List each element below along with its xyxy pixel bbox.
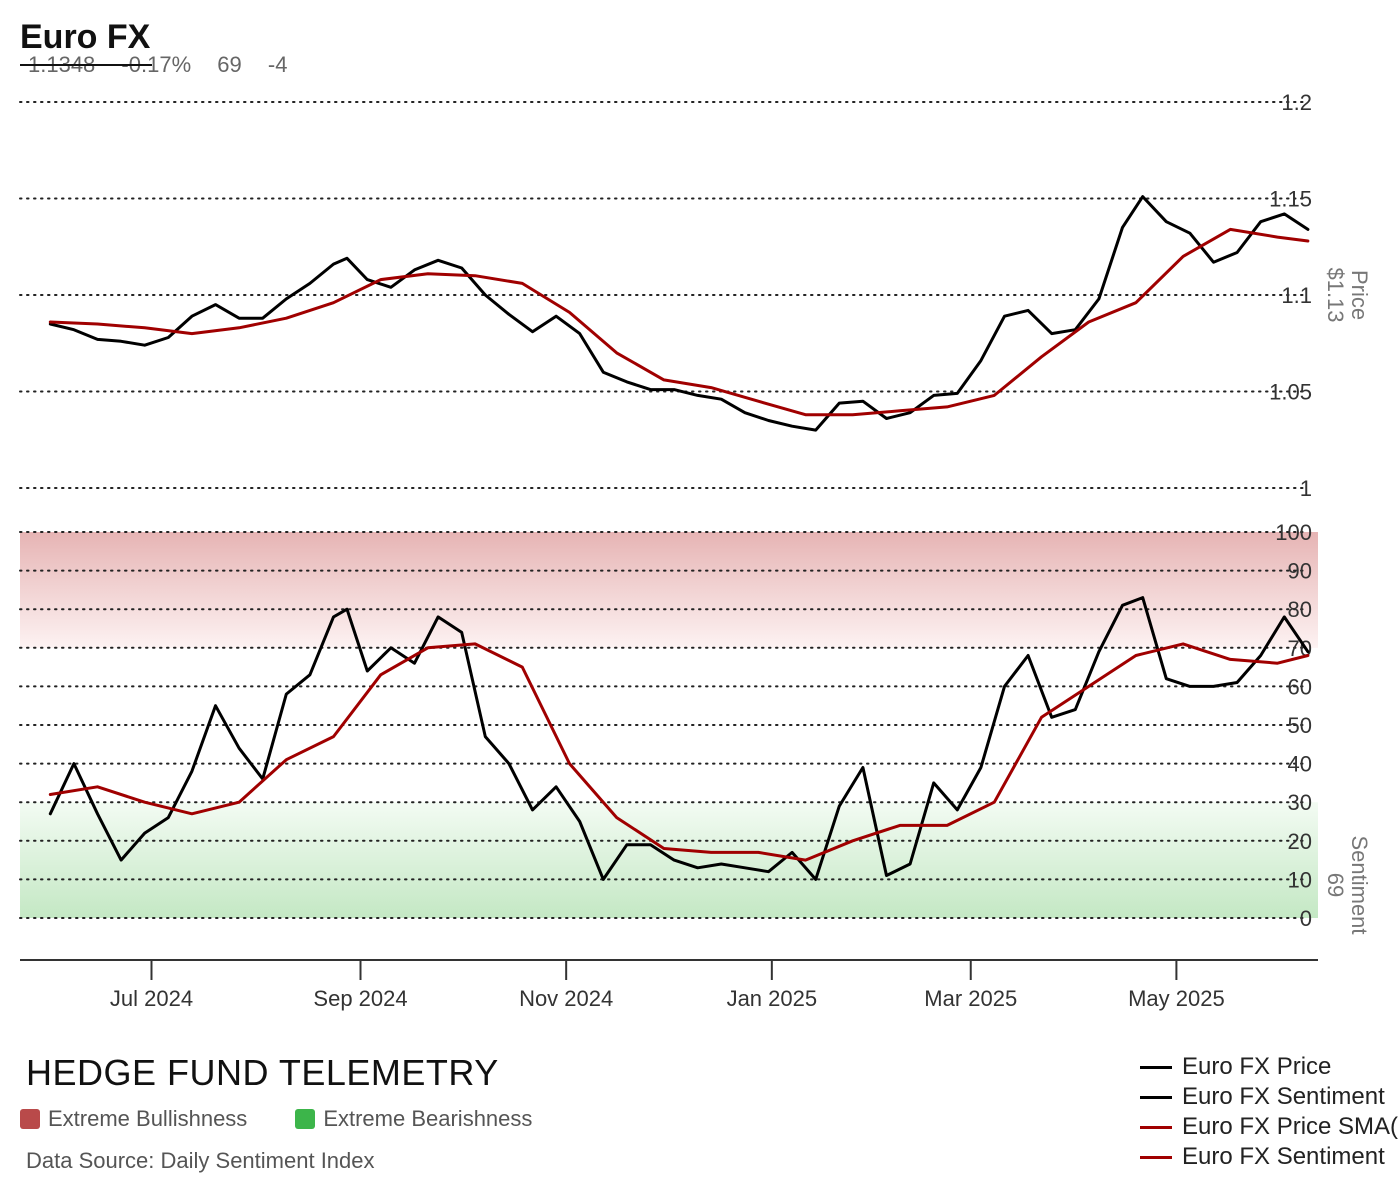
legend-line-icon xyxy=(1140,1155,1172,1159)
bullish-swatch xyxy=(20,1109,40,1129)
y-tick-label: 100 xyxy=(1275,520,1312,545)
brand-name: HEDGE FUND TELEMETRY xyxy=(26,1052,499,1093)
y-tick-label: 10 xyxy=(1288,867,1312,892)
legend-label: Euro FX Sentiment xyxy=(1182,1143,1385,1170)
legend-item[interactable]: Euro FX Price SMA( xyxy=(1140,1112,1398,1142)
y-tick-label: 0 xyxy=(1300,906,1312,931)
zone-label: Extreme Bullishness xyxy=(48,1106,248,1131)
bearish-swatch xyxy=(295,1109,316,1129)
x-tick-label: Jan 2025 xyxy=(727,986,818,1011)
legend-label: Euro FX Price xyxy=(1182,1053,1332,1080)
y-tick-label: 1.05 xyxy=(1269,380,1312,405)
series-line-sma xyxy=(48,642,1310,862)
zone-legend: Extreme Bullishness Extreme Bearishness xyxy=(20,1106,532,1132)
legend-line-icon xyxy=(1140,1065,1172,1069)
legend-item[interactable]: Euro FX Sentiment xyxy=(1140,1142,1398,1172)
extreme-bearish-zone xyxy=(20,802,1318,918)
y-tick-label: 20 xyxy=(1288,829,1312,854)
legend-line-icon xyxy=(1140,1125,1172,1129)
x-axis: Jul 2024 Sep 2024 Nov 2024 Jan 2025 Mar 2025… xyxy=(20,959,1318,1011)
x-tick-label: May 2025 xyxy=(1128,986,1225,1011)
zone-item-bearish: Extreme Bearishness xyxy=(295,1106,532,1132)
sentiment-change: -4 xyxy=(267,52,288,77)
legend-item[interactable]: Euro FX Sentiment xyxy=(1140,1082,1398,1112)
legend-line-icon xyxy=(1140,1095,1172,1099)
extreme-bullish-zone xyxy=(20,532,1318,648)
y-tick-label: 90 xyxy=(1288,559,1312,584)
x-tick-label: Sep 2024 xyxy=(313,986,407,1011)
series-legend: Euro FX Price Euro FX Sentiment Euro FX … xyxy=(1140,1052,1398,1172)
y-tick-label: 60 xyxy=(1288,674,1312,699)
x-tick-label: Mar 2025 xyxy=(924,986,1017,1011)
y-tick-label: 50 xyxy=(1288,713,1312,738)
y-tick-label: 1.15 xyxy=(1269,187,1312,212)
y-tick-label: 80 xyxy=(1288,597,1312,622)
legend-label: Euro FX Price SMA( xyxy=(1182,1113,1399,1140)
y-axis-title: Price xyxy=(1347,270,1372,320)
sentiment-value: 69 xyxy=(217,52,242,77)
data-source: Data Source: Daily Sentiment Index xyxy=(26,1148,375,1173)
legend-item[interactable]: Euro FX Price xyxy=(1140,1052,1398,1082)
y-axis-title: Sentiment xyxy=(1347,835,1372,934)
y-tick-label: 1.2 xyxy=(1281,90,1312,115)
series-line-sma xyxy=(48,227,1310,417)
zone-label: Extreme Bearishness xyxy=(323,1106,533,1131)
y-tick-label: 30 xyxy=(1288,790,1312,815)
zone-item-bullish: Extreme Bullishness xyxy=(20,1106,247,1132)
y-axis-value: $1.13 xyxy=(1323,267,1348,322)
x-tick-label: Jul 2024 xyxy=(110,986,193,1011)
chart-title: Euro FX xyxy=(20,18,151,56)
y-tick-label: 40 xyxy=(1288,752,1312,777)
x-tick-label: Nov 2024 xyxy=(519,986,613,1011)
y-axis-value: 69 xyxy=(1323,873,1348,897)
price-panel: 1 1.05 1.1 1.15 1.2 Price$1.13 xyxy=(19,90,1372,501)
legend-label: Euro FX Sentiment xyxy=(1182,1083,1385,1110)
y-tick-label: 1.1 xyxy=(1281,283,1312,308)
series-line-main xyxy=(48,195,1310,432)
strike-line xyxy=(20,64,152,66)
y-tick-label: 1 xyxy=(1300,476,1312,501)
